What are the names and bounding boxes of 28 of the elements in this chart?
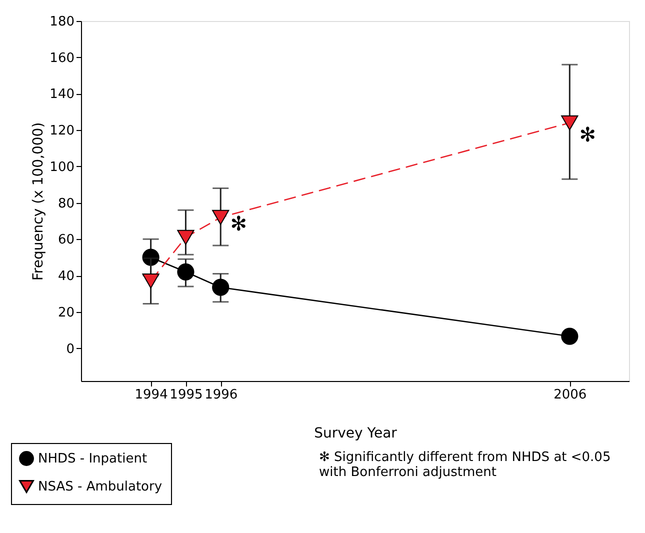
x-axis-title: Survey Year xyxy=(314,426,398,442)
point xyxy=(142,274,160,288)
text: ✻ Significantly different from NHDS at <0.05 with Bonferroni adjustment xyxy=(319,450,611,480)
x-tick-label: 1995 xyxy=(170,388,203,402)
point xyxy=(212,210,230,225)
y-axis-title: Frequency (x 100,000) xyxy=(30,122,47,281)
y-tick-label: 100 xyxy=(50,160,74,175)
legend-label: NSAS - Ambulatory xyxy=(38,480,162,494)
point xyxy=(561,328,578,345)
point xyxy=(561,115,578,130)
point xyxy=(177,230,194,245)
x-tick-label: 1996 xyxy=(204,388,238,402)
y-tick-label: 180 xyxy=(50,14,74,30)
x-tick-label: 2006 xyxy=(554,388,587,402)
y-tick-label: 80 xyxy=(58,196,74,212)
y-tick-label: 60 xyxy=(58,232,74,248)
point xyxy=(177,263,194,280)
y-tick-label: 140 xyxy=(50,87,74,102)
y-tick-label: 160 xyxy=(50,50,74,66)
annotation: ✻ xyxy=(579,122,596,147)
y-tick-label: 0 xyxy=(66,342,74,357)
point xyxy=(212,278,230,296)
x-tick-label: 1994 xyxy=(134,388,168,402)
legend-label: NHDS - Inpatient xyxy=(38,452,148,466)
y-tick-label: 120 xyxy=(50,124,74,139)
y-tick-label: 20 xyxy=(58,305,74,320)
annotation: ✻ xyxy=(230,212,247,236)
y-tick-label: 40 xyxy=(58,269,74,284)
